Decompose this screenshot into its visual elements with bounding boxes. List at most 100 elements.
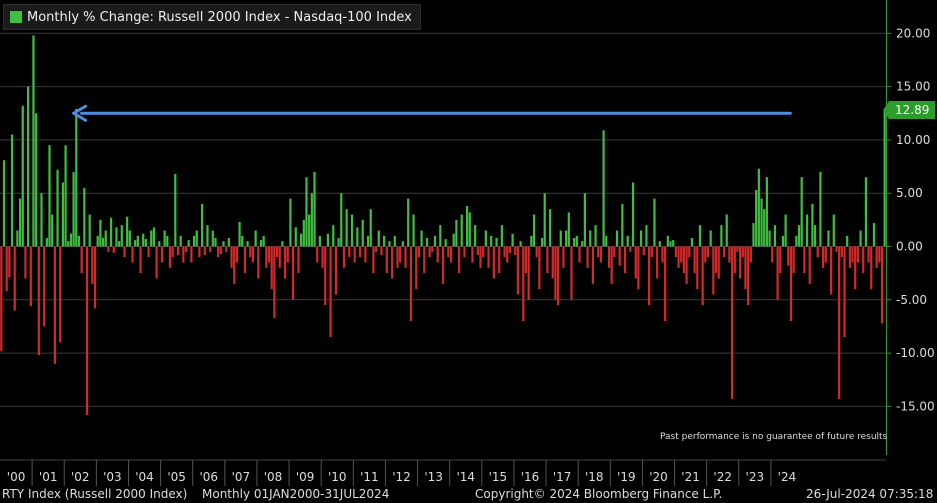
bar xyxy=(297,246,300,274)
bar xyxy=(787,246,790,266)
bar xyxy=(40,193,43,247)
bar xyxy=(425,237,429,247)
bar xyxy=(29,246,32,307)
bar xyxy=(524,246,528,274)
bar xyxy=(484,230,487,247)
bar xyxy=(578,246,581,263)
bar xyxy=(415,246,418,290)
bar xyxy=(682,246,686,274)
bar xyxy=(784,214,787,247)
bar xyxy=(540,237,544,247)
bar xyxy=(383,235,386,247)
bar xyxy=(270,246,273,290)
bar xyxy=(150,230,153,247)
bar xyxy=(752,223,755,247)
bar xyxy=(506,246,509,263)
bar xyxy=(733,246,736,274)
bar xyxy=(99,219,102,247)
bar xyxy=(273,246,276,318)
bar xyxy=(83,187,86,247)
bar xyxy=(45,237,48,247)
bar xyxy=(832,214,835,247)
bar xyxy=(209,246,212,252)
x-tick-label: '11 xyxy=(360,470,379,484)
bar xyxy=(709,230,712,247)
bar xyxy=(864,177,868,247)
bar xyxy=(136,235,139,247)
bar xyxy=(118,241,121,247)
x-tick-label: '19 xyxy=(617,470,636,484)
annotation-arrow-head xyxy=(72,104,88,122)
bar xyxy=(851,246,854,263)
bar xyxy=(495,237,498,247)
bar xyxy=(658,241,661,247)
bar xyxy=(184,246,188,252)
bar xyxy=(546,246,549,274)
bar xyxy=(302,219,305,247)
bar xyxy=(337,237,340,247)
bar xyxy=(460,214,463,247)
bar xyxy=(880,246,884,324)
bar xyxy=(714,246,718,274)
bar xyxy=(77,235,81,247)
bar xyxy=(412,214,415,247)
bar xyxy=(275,246,279,258)
bar xyxy=(605,235,608,247)
bar xyxy=(316,246,319,263)
bar xyxy=(120,225,123,247)
bar xyxy=(779,246,782,274)
x-tick-label: '13 xyxy=(424,470,443,484)
bar xyxy=(840,246,843,258)
bar xyxy=(875,246,878,268)
y-tick-label: 5.00 xyxy=(896,186,923,200)
bar xyxy=(219,246,222,254)
bar xyxy=(594,225,597,247)
x-tick-label: '16 xyxy=(521,470,540,484)
bar xyxy=(532,214,536,247)
bar xyxy=(471,246,474,263)
bar xyxy=(736,246,739,252)
y-tick-label: 10.00 xyxy=(896,133,930,147)
bar xyxy=(653,198,656,247)
x-tick-label: '00 xyxy=(7,470,26,484)
bar xyxy=(591,246,594,284)
bar xyxy=(830,246,833,295)
bar xyxy=(642,246,645,256)
bar xyxy=(37,246,40,356)
bar xyxy=(69,233,73,247)
y-tick-label: -15.00 xyxy=(896,399,935,413)
bar xyxy=(792,246,795,274)
bar xyxy=(744,246,747,290)
bar xyxy=(358,246,362,258)
bar xyxy=(559,230,562,247)
bar xyxy=(476,246,479,256)
bar xyxy=(650,246,653,258)
bar xyxy=(771,246,774,263)
bar xyxy=(760,198,763,247)
bar xyxy=(126,216,129,247)
legend-swatch xyxy=(10,11,22,23)
bar xyxy=(217,246,220,258)
bar xyxy=(765,177,768,247)
bar xyxy=(292,246,295,300)
bar xyxy=(332,225,335,247)
bar xyxy=(431,246,434,252)
x-tick-label: '23 xyxy=(746,470,765,484)
bar xyxy=(514,246,517,256)
bar xyxy=(527,246,530,300)
bar xyxy=(32,35,35,247)
x-tick-label: '02 xyxy=(71,470,90,484)
bar xyxy=(720,225,723,247)
bar xyxy=(610,246,613,284)
bar xyxy=(562,246,565,268)
bar xyxy=(281,241,284,247)
bar xyxy=(637,246,640,290)
bar xyxy=(843,246,846,338)
bar xyxy=(112,246,115,253)
bar xyxy=(356,227,359,247)
bar xyxy=(838,246,841,399)
bar xyxy=(492,246,495,279)
bar xyxy=(0,246,3,351)
bar xyxy=(789,246,793,322)
bar xyxy=(91,246,94,284)
